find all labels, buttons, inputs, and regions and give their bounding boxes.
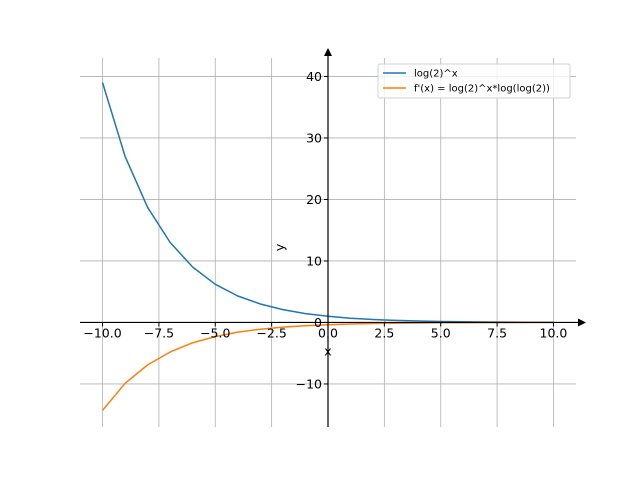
y-tick-label: 20 (306, 192, 322, 207)
y-tick-label: 30 (306, 130, 322, 145)
x-tick-label: 2.5 (374, 325, 394, 340)
legend: log(2)^x f'(x) = log(2)^x*log(log(2)) (377, 63, 571, 99)
axes (80, 48, 586, 427)
x-tick-label: −10.0 (83, 325, 121, 340)
x-axis-arrow (578, 318, 586, 327)
x-tick-label: −7.5 (144, 325, 174, 340)
x-tick-label: 5.0 (431, 325, 451, 340)
legend-label-1: f'(x) = log(2)^x*log(log(2)) (414, 84, 550, 95)
legend-box (377, 63, 571, 99)
x-tick-label: −5.0 (200, 325, 230, 340)
y-axis-arrow (324, 48, 332, 56)
x-tick-label: −2.5 (256, 325, 286, 340)
y-tick-label: 0 (314, 315, 322, 330)
x-tick-label: 10.0 (540, 325, 568, 340)
y-axis-label: y (272, 243, 287, 251)
ticks: −10.0 −7.5 −5.0 −2.5 0.0 2.5 5.0 7.5 10.0 −10 0 10 2… (83, 69, 567, 392)
y-tick-label: −10 (296, 376, 322, 391)
y-tick-label: 10 (306, 253, 322, 268)
x-tick-label: 0.0 (318, 325, 338, 340)
x-axis-label: x (324, 343, 331, 358)
y-tick-label: 40 (306, 69, 322, 84)
legend-label-0: log(2)^x (414, 69, 458, 80)
x-tick-label: 7.5 (487, 325, 507, 340)
